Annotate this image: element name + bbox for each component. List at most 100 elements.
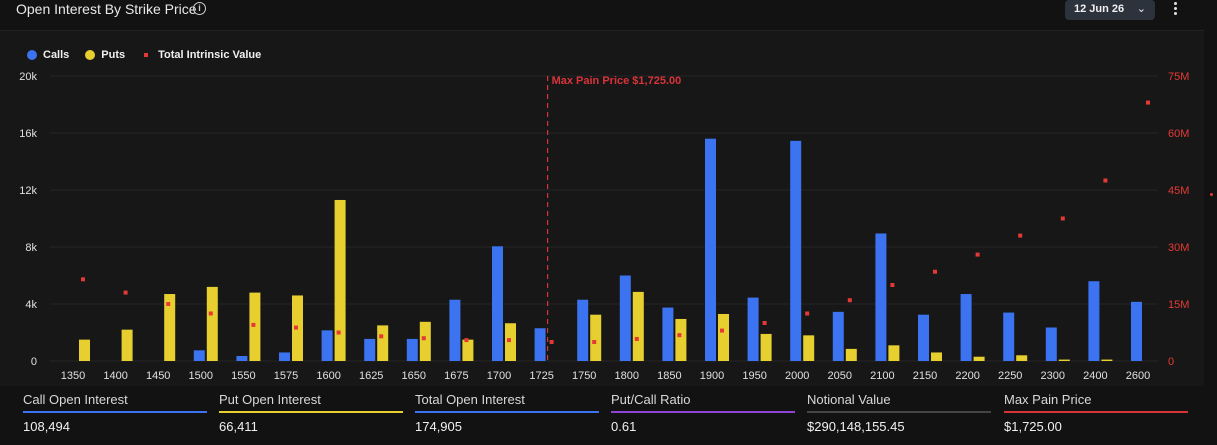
intrinsic-point bbox=[294, 325, 298, 330]
puts-bar bbox=[164, 294, 176, 361]
stat-underline bbox=[219, 411, 403, 413]
puts-bar bbox=[803, 335, 815, 361]
x-tick-label: 1950 bbox=[742, 370, 766, 382]
intrinsic-point bbox=[847, 298, 852, 303]
intrinsic-point bbox=[634, 336, 639, 341]
x-tick-label: 1900 bbox=[700, 370, 724, 382]
puts-bar bbox=[675, 318, 687, 361]
puts-bar bbox=[334, 199, 346, 361]
legend-intrinsic[interactable]: Total Intrinsic Value bbox=[141, 49, 261, 61]
puts-bar bbox=[1101, 359, 1113, 361]
legend-puts[interactable]: Puts bbox=[85, 49, 125, 61]
intrinsic-point bbox=[166, 302, 171, 306]
puts-bar bbox=[206, 286, 218, 361]
puts-bar bbox=[121, 329, 133, 361]
intrinsic-point bbox=[208, 311, 213, 316]
legend-calls[interactable]: Calls bbox=[27, 49, 69, 61]
y-right-tick-label: 60M bbox=[1168, 128, 1189, 140]
info-icon[interactable]: i bbox=[193, 2, 206, 15]
intrinsic-point bbox=[123, 290, 128, 295]
x-tick-label: 2200 bbox=[955, 370, 979, 382]
calls-bar bbox=[193, 350, 205, 361]
stat-value: 174,905 bbox=[415, 419, 462, 434]
stat-value: 108,494 bbox=[23, 419, 70, 434]
puts-bar bbox=[377, 325, 389, 361]
x-tick-label: 1725 bbox=[529, 370, 553, 382]
intrinsic-point bbox=[890, 283, 895, 287]
stat-underline bbox=[1004, 411, 1188, 413]
stat-label: Notional Value bbox=[807, 392, 891, 407]
calls-bar bbox=[705, 138, 716, 361]
y-left-tick-label: 16k bbox=[19, 128, 37, 140]
intrinsic-point bbox=[507, 338, 511, 343]
y-left-tick-label: 12k bbox=[19, 185, 37, 197]
puts-bar bbox=[419, 321, 431, 361]
y-right-tick-label: 30M bbox=[1168, 242, 1189, 254]
x-tick-label: 1500 bbox=[189, 370, 213, 382]
intrinsic-legend-marker bbox=[144, 53, 149, 57]
stat-value: 0.61 bbox=[611, 419, 637, 434]
intrinsic-point bbox=[1146, 100, 1150, 105]
stat-label: Total Open Interest bbox=[415, 392, 525, 407]
calls-bar bbox=[1088, 281, 1100, 361]
calls-bar bbox=[279, 352, 290, 361]
calls-bar bbox=[364, 338, 376, 361]
calls-bar bbox=[534, 328, 546, 361]
stat-value: 66,411 bbox=[219, 419, 258, 434]
intrinsic-point bbox=[251, 322, 256, 327]
calls-legend-dot bbox=[27, 50, 37, 60]
x-tick-label: 1450 bbox=[146, 370, 170, 382]
puts-bar bbox=[973, 356, 985, 361]
x-tick-label: 1575 bbox=[274, 370, 298, 382]
x-tick-label: 1625 bbox=[359, 370, 383, 382]
intrinsic-point bbox=[81, 277, 85, 282]
stat-label: Max Pain Price bbox=[1004, 392, 1092, 407]
puts-bar bbox=[1058, 359, 1070, 361]
calls-bar bbox=[918, 314, 929, 361]
stat-put-call-ratio: Put/Call Ratio 0.61 bbox=[611, 392, 795, 434]
calls-bar bbox=[1131, 301, 1142, 361]
stat-put-oi: Put Open Interest 66,411 bbox=[219, 392, 403, 434]
calls-bar bbox=[960, 294, 972, 361]
stat-label: Put/Call Ratio bbox=[611, 392, 691, 407]
x-tick-label: 1650 bbox=[402, 370, 426, 382]
puts-bar bbox=[590, 314, 602, 361]
calls-bar bbox=[790, 140, 802, 361]
puts-bar bbox=[760, 333, 772, 361]
calls-bar bbox=[832, 311, 844, 361]
y-left-tick-label: 20k bbox=[19, 71, 37, 83]
puts-bar bbox=[888, 345, 900, 361]
max-pain-label: Max Pain Price $1,725.00 bbox=[552, 75, 682, 87]
calls-bar bbox=[875, 233, 887, 361]
more-options-icon[interactable] bbox=[1170, 0, 1180, 20]
expiry-date-dropdown[interactable]: 12 Jun 26 ⌄ bbox=[1065, 0, 1155, 20]
calls-bar bbox=[492, 246, 503, 361]
x-tick-label: 2150 bbox=[913, 370, 937, 382]
expiry-date-label: 12 Jun 26 bbox=[1074, 3, 1125, 15]
puts-bar bbox=[1016, 355, 1028, 361]
intrinsic-point bbox=[379, 334, 384, 339]
intrinsic-point bbox=[1103, 178, 1108, 183]
stats-bar: Call Open Interest 108,494 Put Open Inte… bbox=[0, 392, 1217, 445]
calls-bar bbox=[619, 275, 631, 361]
stat-max-pain-price: Max Pain Price $1,725.00 bbox=[1004, 392, 1188, 434]
x-tick-label: 1750 bbox=[572, 370, 596, 382]
x-tick-label: 1600 bbox=[316, 370, 340, 382]
intrinsic-point bbox=[336, 330, 341, 335]
x-tick-label: 2100 bbox=[870, 370, 894, 382]
stat-call-oi: Call Open Interest 108,494 bbox=[23, 392, 207, 434]
stat-underline bbox=[611, 411, 795, 413]
legend-puts-label: Puts bbox=[101, 49, 126, 61]
calls-bar bbox=[1045, 327, 1057, 361]
calls-bar bbox=[449, 299, 461, 361]
x-tick-label: 1400 bbox=[103, 370, 127, 382]
x-tick-label: 2000 bbox=[785, 370, 809, 382]
intrinsic-point bbox=[464, 338, 469, 343]
intrinsic-point bbox=[677, 333, 682, 338]
intrinsic-point bbox=[592, 340, 597, 344]
y-left-tick-label: 4k bbox=[25, 299, 37, 311]
x-tick-label: 2250 bbox=[998, 370, 1022, 382]
puts-bar bbox=[931, 352, 942, 361]
x-tick-label: 2050 bbox=[828, 370, 852, 382]
page-title: Open Interest By Strike Price bbox=[16, 1, 197, 17]
